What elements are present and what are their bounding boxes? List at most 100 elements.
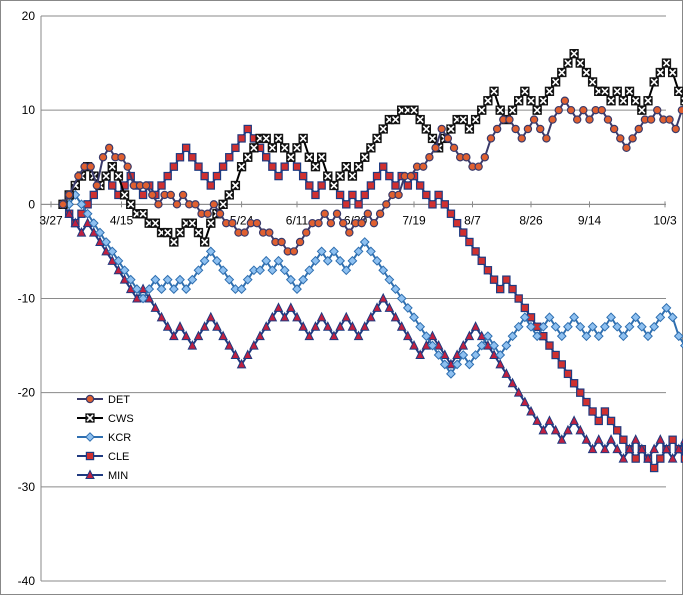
data-point-min xyxy=(359,321,370,331)
data-point-kcr xyxy=(205,246,216,257)
data-point-det xyxy=(529,115,539,124)
data-point-det xyxy=(646,115,656,124)
data-point-cle xyxy=(354,200,363,209)
data-point-det xyxy=(536,124,545,134)
legend-label: CLE xyxy=(108,451,129,463)
data-point-cws xyxy=(150,218,161,228)
data-point-cws xyxy=(624,86,635,96)
data-point-kcr xyxy=(643,331,653,342)
data-point-det xyxy=(474,162,483,171)
data-point-kcr xyxy=(285,274,296,285)
data-point-cws xyxy=(267,143,278,153)
data-point-min xyxy=(532,415,542,425)
data-point-cws xyxy=(544,86,555,96)
data-point-cws xyxy=(366,143,376,153)
data-point-cws xyxy=(101,171,111,181)
data-point-kcr xyxy=(95,227,105,238)
data-point-cws xyxy=(464,124,475,134)
data-point-det xyxy=(382,200,391,209)
data-point-kcr xyxy=(212,255,222,266)
data-point-det xyxy=(240,228,249,237)
data-point-det xyxy=(505,115,514,124)
legend: DET CWS KCR CLE MIN xyxy=(77,394,134,482)
data-point-cle xyxy=(212,171,222,181)
data-point-det xyxy=(148,190,157,200)
data-point-min xyxy=(464,330,475,341)
data-point-det xyxy=(252,218,262,228)
y-tick-label: -30 xyxy=(18,480,36,494)
data-point-kcr xyxy=(341,265,352,276)
data-point-kcr xyxy=(599,321,610,332)
data-point-cle xyxy=(298,171,308,181)
data-point-det xyxy=(406,171,416,181)
data-point-cws xyxy=(347,171,358,181)
data-point-cws xyxy=(304,152,314,162)
data-point-kcr xyxy=(76,199,87,210)
data-point-cle xyxy=(348,190,357,200)
data-point-cws xyxy=(193,227,204,238)
data-point-min xyxy=(495,358,506,369)
data-point-kcr xyxy=(667,312,678,323)
data-point-kcr xyxy=(624,321,635,332)
data-point-det xyxy=(123,162,132,171)
x-tick-label: 8/7 xyxy=(464,213,481,227)
data-point-kcr xyxy=(433,350,444,360)
data-point-cws xyxy=(674,86,683,96)
legend-marker-kcr xyxy=(85,432,95,442)
data-point-min xyxy=(162,321,173,331)
data-point-det xyxy=(443,134,453,143)
data-point-min xyxy=(335,321,345,331)
data-point-min xyxy=(150,302,161,312)
data-point-det xyxy=(320,209,329,218)
data-point-cle xyxy=(631,454,640,463)
data-point-min xyxy=(372,302,382,312)
data-point-det xyxy=(419,162,428,171)
series-cws xyxy=(58,49,683,247)
data-point-kcr xyxy=(575,321,586,332)
data-point-cle xyxy=(188,153,197,162)
data-point-det xyxy=(203,209,212,218)
data-point-cws xyxy=(667,67,678,78)
data-point-cle xyxy=(218,162,228,171)
data-point-cle xyxy=(200,171,209,181)
data-point-cws xyxy=(107,162,117,172)
series-line-det xyxy=(62,98,683,253)
data-point-min xyxy=(267,311,278,322)
data-point-kcr xyxy=(470,350,481,360)
data-point-min xyxy=(175,321,185,331)
data-point-kcr xyxy=(316,246,327,257)
legend-label: MIN xyxy=(108,470,128,482)
data-point-kcr xyxy=(427,340,438,351)
data-point-kcr xyxy=(372,255,382,266)
data-point-cws xyxy=(360,152,370,162)
data-point-det xyxy=(166,190,175,200)
data-point-cle xyxy=(237,134,246,143)
data-point-cle xyxy=(594,416,603,426)
data-point-kcr xyxy=(242,274,253,285)
data-point-kcr xyxy=(680,342,683,349)
data-point-cws xyxy=(187,218,197,228)
data-point-kcr xyxy=(138,293,148,304)
data-point-cws xyxy=(618,96,629,106)
data-point-det xyxy=(277,237,286,247)
x-tick-label: 4/15 xyxy=(110,213,134,227)
data-point-cle xyxy=(656,454,665,463)
data-point-det xyxy=(332,209,342,218)
data-point-min xyxy=(273,302,284,312)
data-point-cle xyxy=(169,162,179,171)
data-point-kcr xyxy=(255,265,265,276)
data-point-kcr xyxy=(446,368,456,379)
data-point-cws xyxy=(310,162,321,172)
data-point-cle xyxy=(311,190,320,200)
data-point-cle xyxy=(194,162,203,171)
data-point-kcr xyxy=(409,312,419,323)
x-tick-label: 3/27 xyxy=(39,213,63,227)
data-point-min xyxy=(556,434,567,444)
data-point-cws xyxy=(390,114,401,125)
data-point-kcr xyxy=(563,321,573,332)
data-point-det xyxy=(653,105,662,115)
data-point-det xyxy=(228,218,237,228)
data-point-cle xyxy=(514,294,523,303)
data-point-kcr xyxy=(199,255,210,266)
